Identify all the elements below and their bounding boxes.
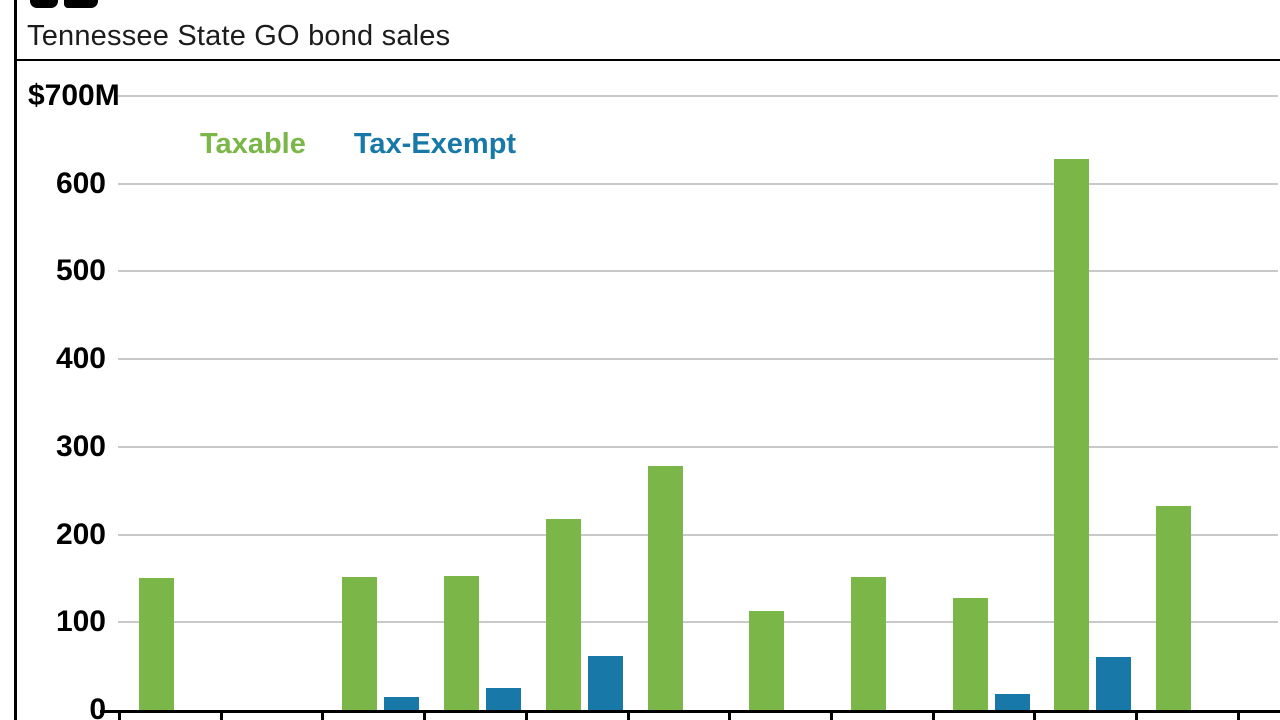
x-axis-tick — [626, 713, 630, 720]
bar-taxable — [952, 597, 988, 710]
bar-taxable — [1156, 505, 1191, 710]
legend-tax-exempt: Tax-Exempt — [353, 128, 517, 160]
x-axis-tick — [219, 713, 223, 720]
left-frame-border — [14, 0, 17, 720]
y-tick-label: 400 — [55, 342, 106, 376]
bar-taxable — [647, 466, 683, 710]
gridline — [118, 445, 1278, 448]
bar-tax-exempt — [587, 655, 623, 710]
x-axis-tick — [728, 713, 732, 720]
x-axis-tick — [1236, 713, 1240, 720]
x-axis-tick — [524, 713, 528, 720]
x-axis-tick — [1033, 713, 1037, 720]
x-axis-tick — [118, 713, 121, 720]
bar-taxable — [1054, 159, 1090, 710]
bar-taxable — [545, 518, 581, 710]
bar-tax-exempt — [486, 688, 522, 710]
bar-taxable — [850, 576, 886, 710]
y-tick-label: 500 — [55, 254, 106, 288]
x-axis-tick — [931, 713, 935, 720]
bar-tax-exempt — [1096, 657, 1132, 710]
legend-taxable: Taxable — [200, 128, 306, 160]
y-axis-top-label: $700M — [28, 79, 120, 112]
chart-subtitle: Tennessee State GO bond sales — [27, 20, 451, 52]
y-tick-label: 100 — [55, 605, 106, 639]
gridline — [118, 358, 1278, 361]
gridline — [118, 95, 1278, 97]
cropped-headline-fragment — [64, 0, 98, 8]
y-tick-label: 600 — [55, 166, 106, 200]
x-axis-tick — [321, 713, 325, 720]
x-axis-tick — [829, 713, 833, 720]
bar-taxable — [139, 578, 174, 710]
bar-taxable — [342, 576, 378, 710]
gridline — [118, 270, 1278, 273]
header-divider — [14, 59, 1280, 61]
y-tick-label: 0 — [89, 693, 106, 720]
cropped-headline-fragment — [30, 0, 58, 8]
x-axis-tick — [423, 713, 427, 720]
chart-legend: Taxable Tax-Exempt — [200, 128, 516, 160]
y-tick-label: 300 — [55, 429, 106, 463]
bar-tax-exempt — [994, 694, 1030, 710]
bar-tax-exempt — [384, 696, 420, 710]
bar-taxable — [749, 610, 785, 710]
gridline — [118, 182, 1278, 185]
x-axis-tick — [1135, 713, 1138, 720]
bar-taxable — [444, 575, 480, 710]
gridline — [118, 533, 1278, 536]
y-tick-label: 200 — [55, 517, 106, 551]
x-axis-line — [100, 710, 1280, 713]
gridline — [118, 621, 1278, 624]
